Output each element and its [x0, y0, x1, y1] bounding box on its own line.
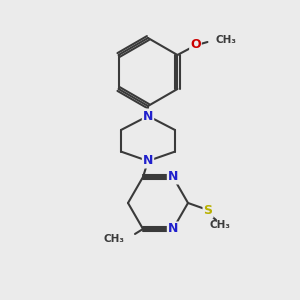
Text: N: N: [143, 154, 153, 167]
Text: N: N: [168, 223, 178, 236]
Text: O: O: [190, 38, 201, 52]
Text: N: N: [168, 170, 178, 184]
Text: CH₃: CH₃: [104, 234, 125, 244]
Text: CH₃: CH₃: [209, 220, 230, 230]
Text: CH₃: CH₃: [215, 35, 236, 45]
Text: S: S: [203, 205, 212, 218]
Text: N: N: [143, 110, 153, 122]
